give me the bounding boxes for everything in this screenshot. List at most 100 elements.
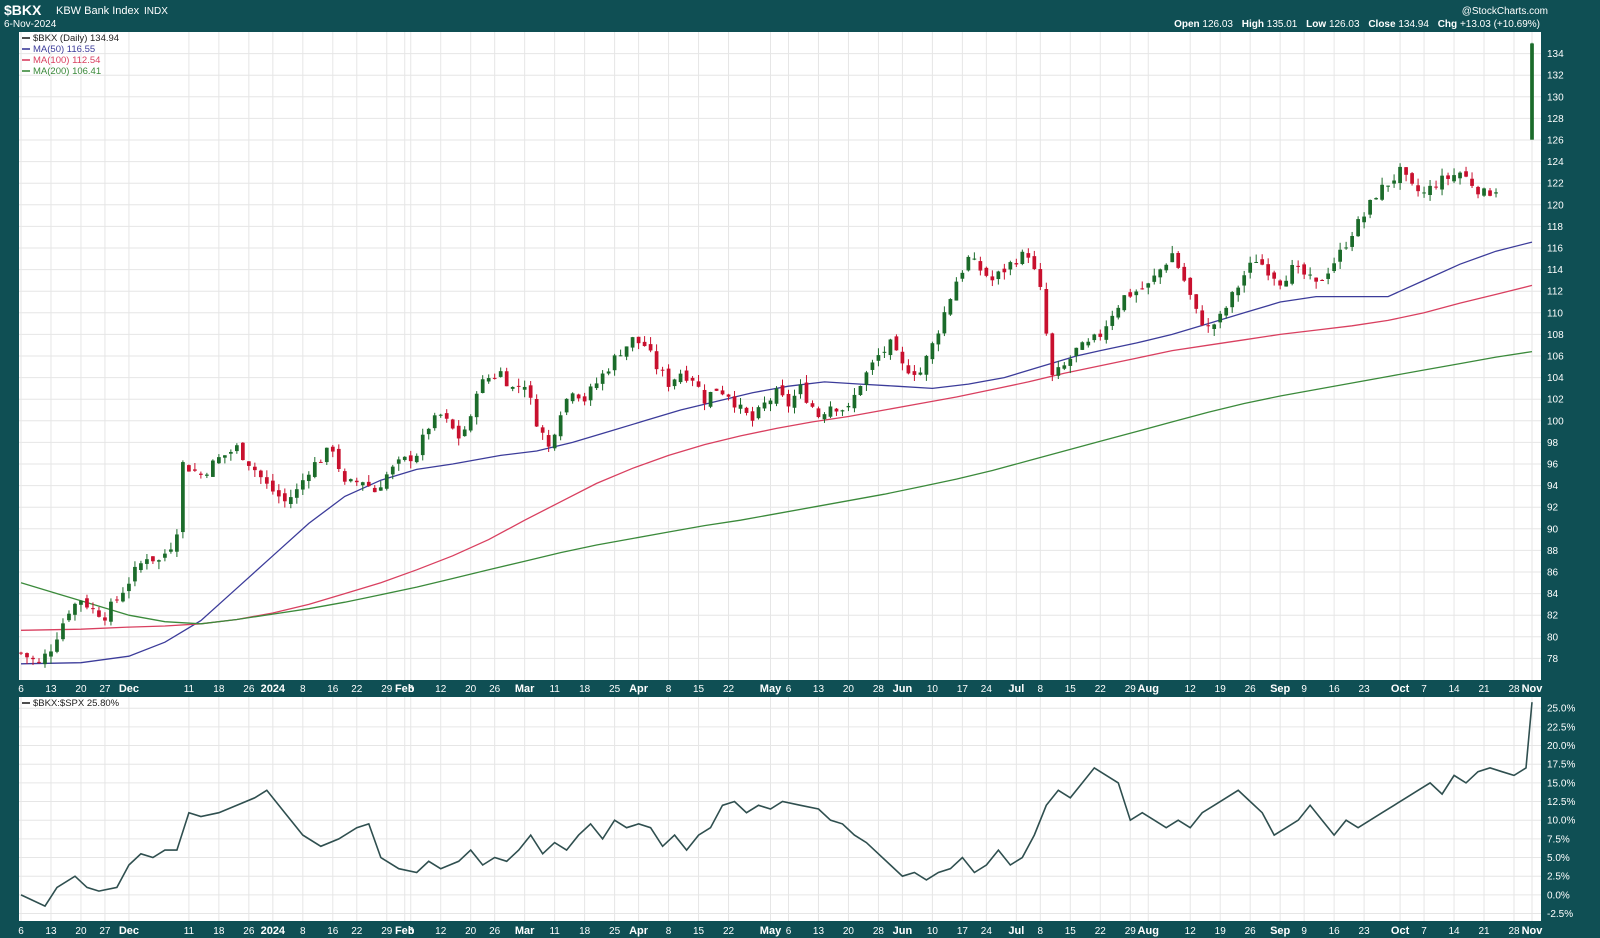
date-tick-label: 20 (843, 926, 855, 937)
price-tick-label: 134 (1547, 49, 1564, 60)
candle-body (582, 396, 587, 402)
candle-body (1308, 274, 1313, 276)
candle-body (456, 425, 461, 439)
ratio-legend: $BKX:$SPX 25.80% (22, 698, 120, 709)
date-tick-label: 26 (243, 684, 255, 695)
candle-body (1380, 184, 1384, 200)
candle-body (636, 336, 641, 344)
candle-body (151, 556, 155, 562)
candle-body (336, 448, 341, 470)
candle-body (1470, 178, 1474, 186)
date-tick-label: 8 (300, 684, 306, 695)
date-tick-label: 6 (18, 684, 24, 695)
price-tick-label: 98 (1547, 438, 1559, 449)
candle-body (732, 396, 737, 408)
candle-body (1050, 333, 1055, 376)
candle-body (696, 381, 701, 387)
date-tick-label: 20 (75, 926, 87, 937)
chg-label: Chg (1438, 19, 1457, 30)
candle-body (1494, 192, 1498, 194)
candle-body (1230, 292, 1235, 308)
candle-body (1236, 287, 1241, 296)
high-label: High (1242, 19, 1264, 30)
ma200-line (20, 350, 1533, 625)
price-tick-label: 100 (1547, 416, 1564, 427)
candle-body (624, 346, 629, 357)
ratio-tick-label: 7.5% (1547, 834, 1570, 845)
candle-body (1434, 186, 1438, 188)
candle-body (474, 393, 479, 418)
candle-body (85, 598, 89, 608)
candle-body (750, 411, 755, 421)
candle-body (1176, 252, 1181, 268)
low-value: 126.03 (1329, 19, 1360, 30)
candle-body (690, 377, 695, 381)
date-tick-label: 12 (435, 684, 447, 695)
date-tick-label: 13 (813, 684, 825, 695)
candle-body (1188, 277, 1193, 295)
candle-body (960, 272, 965, 279)
price-tick-label: 88 (1547, 546, 1559, 557)
price-tick-label: 90 (1547, 524, 1559, 535)
date-tick-label: 12 (1185, 684, 1197, 695)
date-tick-label: 17 (957, 684, 969, 695)
candle-body (258, 470, 263, 478)
candle-body (1320, 279, 1324, 281)
date-tick-label: 15 (693, 926, 705, 937)
candle-body (1530, 43, 1534, 140)
candle-body (648, 344, 653, 351)
date-tick-label: 29 (1125, 926, 1137, 937)
candle-body (270, 480, 275, 492)
candle-body (1248, 262, 1253, 273)
candle-body (1104, 326, 1109, 340)
date-tick-label: 19 (1215, 926, 1227, 937)
date-tick-label: 11 (549, 684, 560, 695)
candle-body (984, 267, 989, 276)
candle-body (672, 379, 677, 387)
chart-date: 6-Nov-2024 (4, 19, 57, 30)
close-value: 134.94 (1398, 19, 1429, 30)
date-tick-label: 2024 (261, 683, 286, 695)
candle-body (318, 461, 323, 463)
candle-body (223, 455, 227, 458)
ratio-tick-label: 5.0% (1547, 853, 1570, 864)
date-tick-label: 13 (45, 684, 57, 695)
candle-body (552, 434, 557, 449)
candle-body (205, 474, 209, 476)
date-tick-label: 19 (1215, 684, 1227, 695)
candle-body (1314, 277, 1319, 282)
price-candles (19, 42, 1534, 668)
candle-body (43, 653, 47, 665)
legend-entry: $BKX (Daily) 134.94 (33, 33, 119, 44)
date-tick-label: 16 (327, 926, 339, 937)
date-tick-label: Jun (893, 683, 913, 695)
candle-body (169, 549, 173, 552)
candle-body (1260, 259, 1265, 265)
candle-body (1464, 171, 1468, 177)
candle-body (1128, 292, 1133, 297)
ticker-name: KBW Bank Index (56, 5, 140, 17)
candle-body (217, 457, 221, 464)
candle-body (918, 372, 923, 375)
date-tick-label: 22 (351, 684, 363, 695)
ratio-line (20, 702, 1533, 908)
candle-body (139, 563, 143, 571)
date-tick-label: 2024 (261, 925, 286, 937)
candle-body (948, 299, 953, 315)
date-tick-label: Jul (1008, 683, 1024, 695)
date-tick-label: 18 (579, 684, 591, 695)
price-grid (19, 32, 1541, 680)
candle-body (444, 413, 449, 419)
candle-body (342, 471, 347, 482)
candle-body (666, 368, 671, 387)
date-tick-label: 12 (435, 926, 447, 937)
candle-body (510, 386, 515, 389)
price-tick-label: 104 (1547, 373, 1564, 384)
candle-body (1086, 341, 1091, 346)
date-tick-label: 8 (666, 926, 672, 937)
date-tick-label: 11 (184, 926, 195, 937)
date-tick-label: 8 (300, 926, 306, 937)
candle-body (1122, 295, 1127, 311)
date-tick-label: 27 (99, 684, 111, 695)
candle-body (516, 385, 521, 387)
